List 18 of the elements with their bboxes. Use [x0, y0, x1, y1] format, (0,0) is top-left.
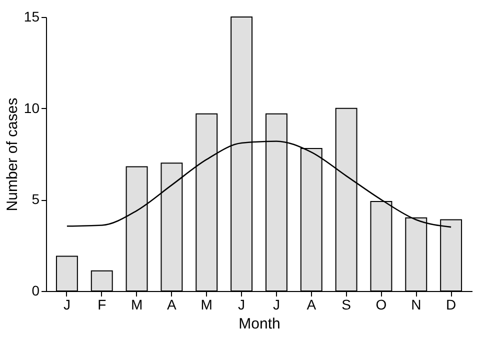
- x-tick-label: N: [411, 296, 422, 312]
- x-tick-label: F: [98, 296, 106, 312]
- y-tick-label: 10: [24, 100, 40, 116]
- y-tick-label: 15: [24, 8, 40, 24]
- x-tick-label: A: [167, 296, 178, 312]
- x-tick-label: M: [200, 296, 212, 312]
- x-tick-label: S: [342, 296, 351, 312]
- x-axis-title: Month: [238, 316, 280, 332]
- x-tick-label: O: [376, 296, 387, 312]
- y-tick-label: 5: [32, 191, 40, 208]
- x-tick-label: J: [272, 296, 280, 312]
- x-tick-label: A: [306, 296, 317, 312]
- y-axis-title: Number of cases: [4, 98, 21, 212]
- x-tick-label: J: [63, 296, 70, 312]
- x-tick-label: M: [130, 296, 143, 312]
- y-tick-label: 0: [32, 282, 40, 298]
- x-tick-label: D: [446, 296, 456, 312]
- x-tick-label: J: [238, 296, 246, 312]
